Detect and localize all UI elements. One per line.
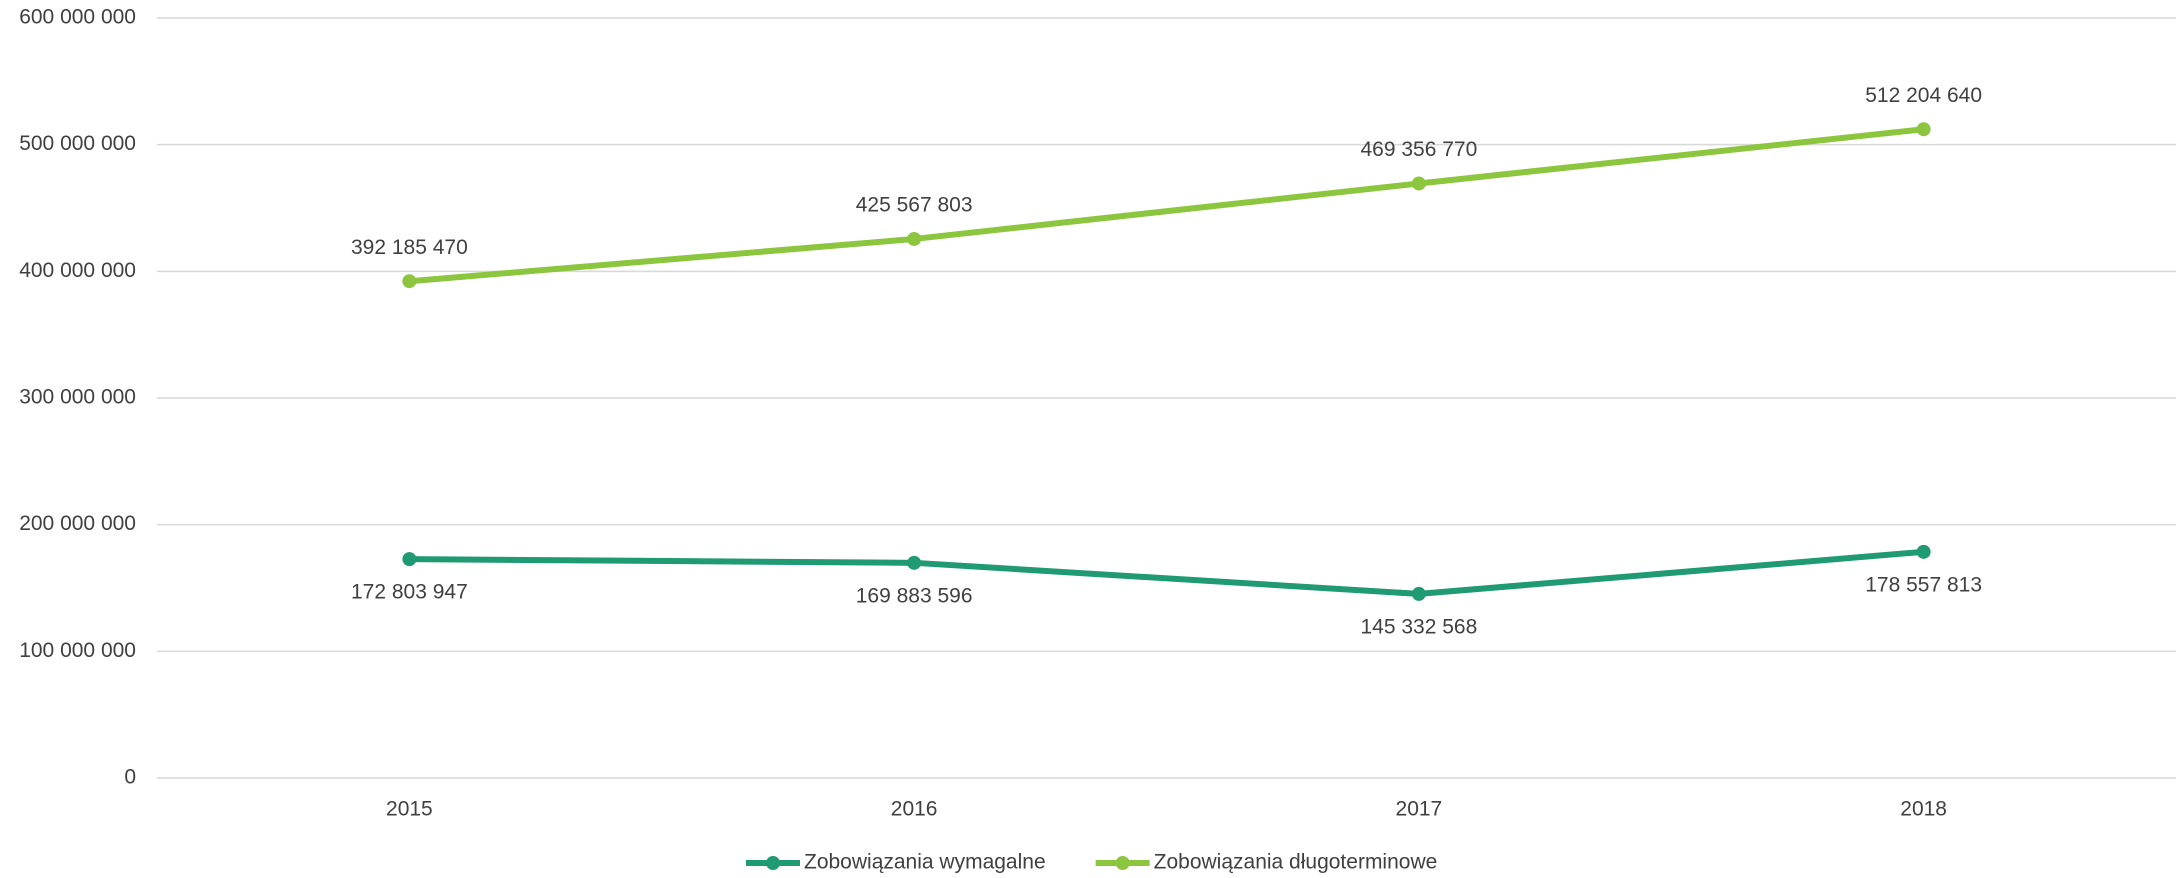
data-label: 392 185 470	[351, 236, 468, 259]
data-point	[1411, 586, 1426, 601]
y-tick-label: 200 000 000	[19, 512, 136, 535]
legend-marker-dot	[766, 856, 780, 870]
data-point	[1411, 176, 1426, 191]
data-label: 145 332 568	[1360, 615, 1477, 638]
legend-marker-dot	[1115, 856, 1130, 870]
x-tick-label: 2016	[891, 798, 938, 821]
x-tick-label: 2017	[1396, 798, 1443, 821]
data-point	[907, 555, 922, 570]
data-label: 469 356 770	[1360, 138, 1477, 161]
data-point	[907, 231, 922, 246]
series-line	[409, 126, 1924, 285]
data-label: 169 883 596	[856, 584, 973, 607]
series-line	[409, 548, 1924, 597]
y-tick-label: 400 000 000	[19, 259, 136, 282]
legend-label: Zobowiązania długoterminowe	[1154, 851, 1438, 874]
data-point	[1916, 122, 1931, 137]
x-tick-label: 2015	[386, 798, 433, 821]
y-tick-label: 0	[124, 766, 136, 789]
x-tick-label: 2018	[1900, 798, 1947, 821]
data-point	[1916, 544, 1931, 559]
data-label: 425 567 803	[856, 193, 973, 216]
y-tick-label: 600 000 000	[19, 6, 136, 29]
data-label: 172 803 947	[351, 581, 468, 604]
data-label: 512 204 640	[1865, 84, 1982, 107]
y-tick-label: 100 000 000	[19, 639, 136, 662]
data-point	[402, 274, 417, 289]
y-tick-label: 500 000 000	[19, 132, 136, 155]
legend: Zobowiązania wymagalne Zobowiązania długo…	[746, 851, 1437, 874]
data-point	[402, 552, 417, 567]
data-label: 178 557 813	[1865, 573, 1982, 596]
y-tick-label: 300 000 000	[19, 386, 136, 409]
legend-label: Zobowiązania wymagalne	[804, 851, 1046, 874]
